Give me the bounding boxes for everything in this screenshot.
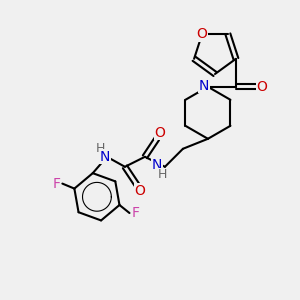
Text: N: N [199, 79, 209, 93]
Text: N: N [152, 158, 162, 172]
Text: O: O [196, 27, 208, 41]
Text: H: H [96, 142, 106, 155]
Text: F: F [52, 177, 60, 190]
Text: N: N [100, 150, 110, 164]
Text: O: O [134, 184, 146, 198]
Text: O: O [256, 80, 267, 94]
Text: O: O [154, 126, 165, 140]
Text: H: H [158, 168, 168, 181]
Text: F: F [131, 206, 140, 220]
